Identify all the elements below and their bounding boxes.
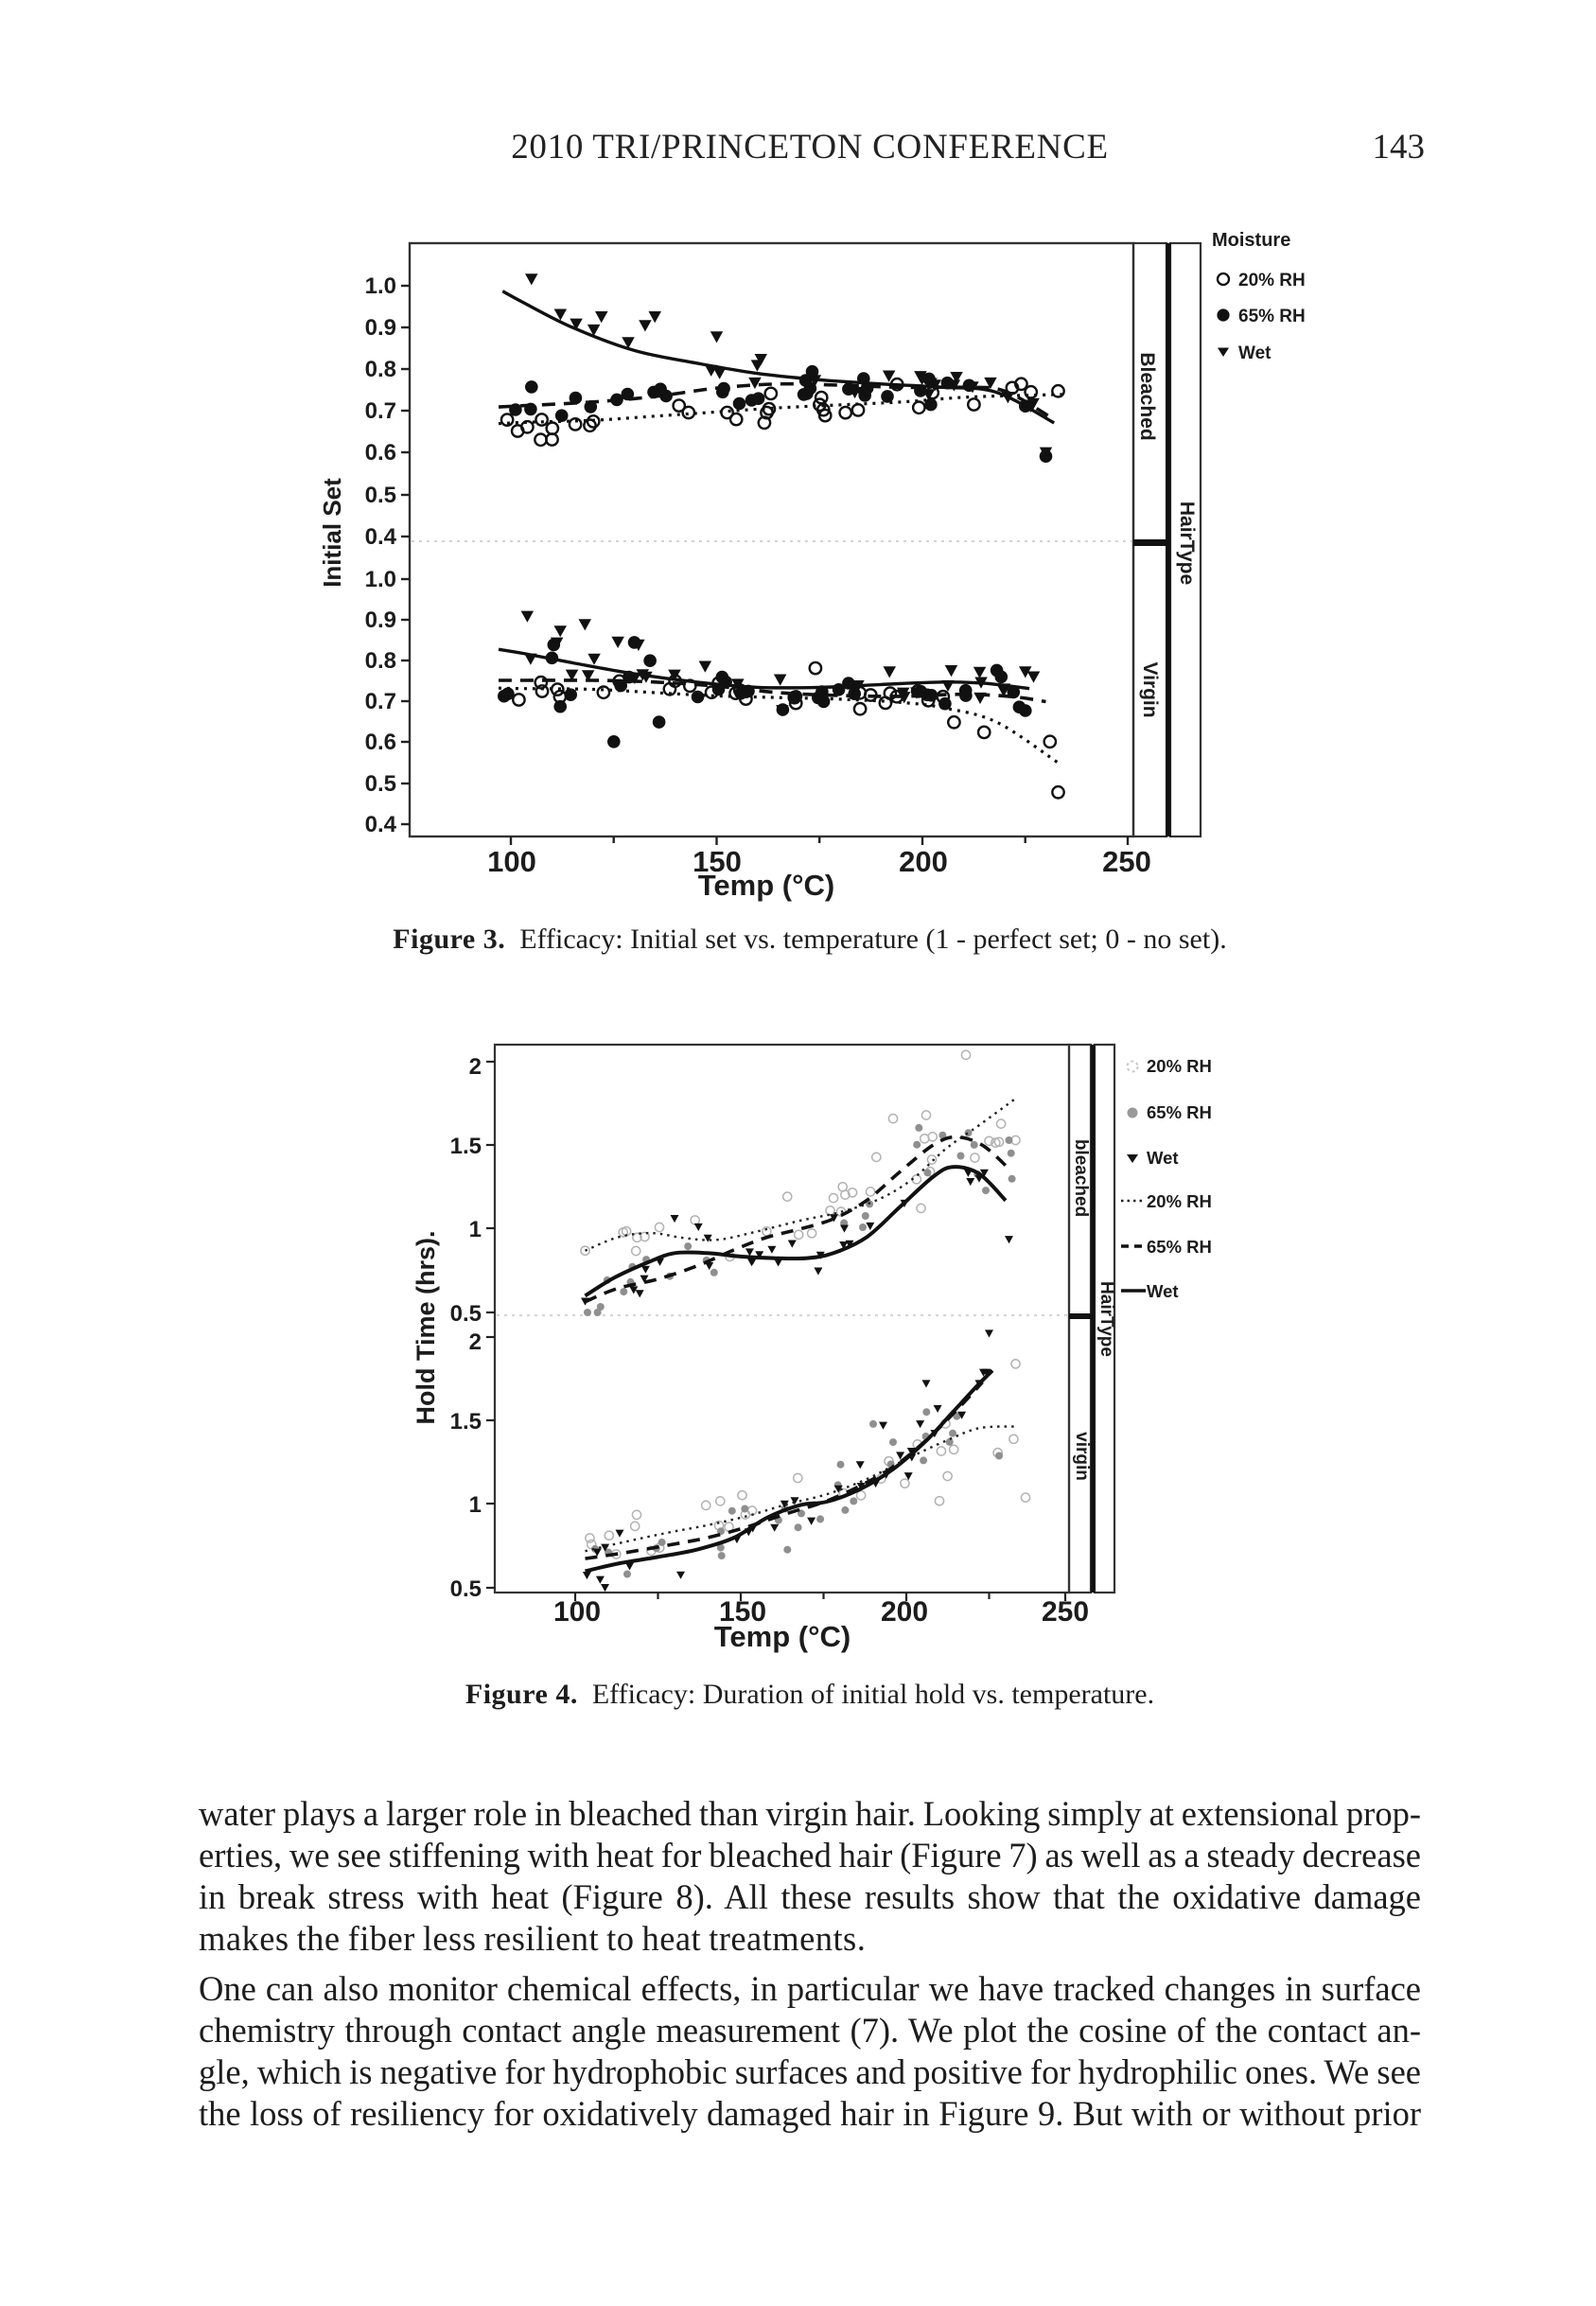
svg-text:250: 250 <box>1042 1596 1089 1628</box>
svg-text:100: 100 <box>487 845 536 878</box>
svg-text:1.0: 1.0 <box>365 567 396 592</box>
svg-text:Wet: Wet <box>1238 343 1272 363</box>
svg-text:2: 2 <box>469 1329 482 1355</box>
svg-text:0.8: 0.8 <box>365 648 396 674</box>
svg-text:0.6: 0.6 <box>365 440 396 466</box>
svg-text:0.7: 0.7 <box>365 398 396 424</box>
svg-text:Initial Set: Initial Set <box>318 478 346 588</box>
svg-text:0.5: 0.5 <box>450 1301 482 1327</box>
svg-text:0.5: 0.5 <box>365 771 396 797</box>
svg-text:150: 150 <box>693 845 742 878</box>
svg-text:1.5: 1.5 <box>450 1134 482 1159</box>
svg-text:Wet: Wet <box>1147 1148 1179 1168</box>
svg-text:HairType: HairType <box>1176 502 1198 585</box>
svg-text:Temp (°C): Temp (°C) <box>714 1620 851 1653</box>
svg-text:0.8: 0.8 <box>365 357 396 382</box>
svg-text:250: 250 <box>1102 845 1151 878</box>
svg-text:Wet: Wet <box>1147 1281 1179 1301</box>
svg-text:150: 150 <box>719 1596 766 1628</box>
svg-text:200: 200 <box>899 845 948 878</box>
svg-text:200: 200 <box>881 1596 928 1628</box>
svg-text:0.4: 0.4 <box>365 812 397 837</box>
svg-text:0.7: 0.7 <box>365 689 396 714</box>
svg-text:65% RH: 65% RH <box>1238 307 1306 326</box>
svg-text:2: 2 <box>469 1054 482 1080</box>
svg-text:0.6: 0.6 <box>365 730 396 755</box>
svg-text:100: 100 <box>553 1596 601 1628</box>
svg-text:bleached: bleached <box>1071 1139 1091 1217</box>
svg-text:virgin: virgin <box>1072 1432 1092 1481</box>
svg-text:Virgin: Virgin <box>1139 661 1161 717</box>
svg-text:1.5: 1.5 <box>450 1409 482 1435</box>
svg-text:Moisture: Moisture <box>1212 230 1290 251</box>
svg-text:0.5: 0.5 <box>450 1576 482 1602</box>
svg-text:Bleached: Bleached <box>1136 352 1158 440</box>
svg-text:0.4: 0.4 <box>365 524 397 550</box>
svg-text:0.9: 0.9 <box>365 607 396 633</box>
svg-text:0.5: 0.5 <box>365 483 396 508</box>
svg-text:Hold Time (hrs).: Hold Time (hrs). <box>412 1230 440 1424</box>
svg-text:HairType: HairType <box>1096 1281 1116 1357</box>
svg-text:65% RH: 65% RH <box>1147 1102 1212 1122</box>
svg-text:1: 1 <box>469 1217 482 1242</box>
svg-text:65% RH: 65% RH <box>1147 1237 1212 1257</box>
svg-text:1: 1 <box>469 1492 482 1518</box>
svg-text:20% RH: 20% RH <box>1147 1056 1212 1076</box>
svg-text:Temp (°C): Temp (°C) <box>698 869 834 902</box>
svg-text:0.9: 0.9 <box>365 315 396 341</box>
svg-text:20% RH: 20% RH <box>1238 271 1306 290</box>
svg-text:20% RH: 20% RH <box>1147 1191 1212 1211</box>
svg-text:1.0: 1.0 <box>365 273 396 299</box>
